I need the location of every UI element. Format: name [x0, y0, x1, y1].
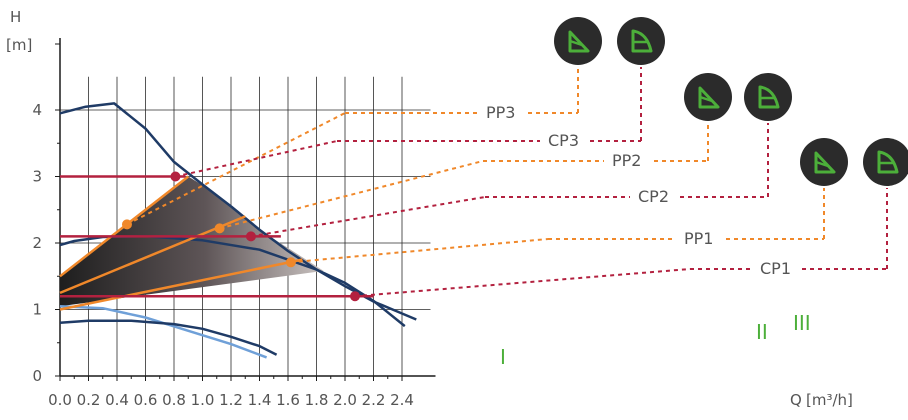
y-tick-label: 2	[32, 234, 42, 252]
callout-label-cp1: CP1	[760, 259, 791, 278]
x-tick-label: 1.4	[248, 391, 272, 409]
x-tick-label: 1.8	[305, 391, 329, 409]
leader-cp2	[250, 196, 486, 238]
x-axis-unit: [m³/h]	[806, 391, 853, 409]
callout-label-pp1: PP1	[684, 229, 713, 248]
y-tick-label: 0	[32, 367, 42, 385]
x-tick-label: 1.6	[276, 391, 300, 409]
callout-label-pp2: PP2	[612, 151, 641, 170]
pp-line-pp1	[59, 258, 303, 311]
operating-area	[60, 176, 324, 307]
x-tick-label: 2.0	[333, 391, 357, 409]
cp-mode-glyph	[877, 150, 899, 174]
cp-mode-icon	[863, 138, 908, 186]
y-tick-label: 3	[32, 168, 42, 186]
marker-pp3	[121, 219, 132, 230]
cp-mode-icon	[617, 17, 665, 65]
pp-mode-icon	[554, 17, 602, 65]
x-tick-label: 0.8	[162, 391, 186, 409]
cp-mode-icon	[744, 73, 792, 121]
x-tick-label: 1.2	[219, 391, 243, 409]
cp-mode-glyph	[631, 29, 653, 53]
leader-pp1	[290, 238, 549, 264]
y-axis-unit: [m]	[6, 36, 32, 54]
leader-pp3	[126, 112, 346, 226]
callout-label-cp2: CP2	[638, 187, 669, 206]
max-curve-I	[59, 319, 278, 356]
x-tick-label: 0.2	[77, 391, 101, 409]
x-tick-label: 0.6	[134, 391, 158, 409]
x-tick-label: 2.2	[362, 391, 386, 409]
pp-mode-glyph-line	[815, 160, 829, 168]
x-tick-label: 0.4	[105, 391, 129, 409]
leader-cp1	[354, 268, 691, 298]
marker-cp2	[245, 231, 256, 242]
cp-mode-glyph	[758, 85, 780, 109]
speed-label-II: II	[756, 320, 768, 344]
marker-pp1	[285, 257, 296, 268]
pp-line-pp2	[59, 215, 246, 295]
x-tick-label: 2.4	[390, 391, 414, 409]
x-tick-label: 1.0	[191, 391, 215, 409]
pp-mode-icon	[684, 73, 732, 121]
callout-label-cp3: CP3	[548, 131, 579, 150]
max-curve-II	[59, 235, 406, 328]
curve-light	[59, 304, 268, 359]
pp-mode-glyph-line	[699, 95, 713, 103]
speed-label-III: III	[793, 311, 811, 335]
marker-cp1	[349, 291, 360, 302]
y-tick-label: 4	[32, 101, 42, 119]
pp-mode-glyph-line	[569, 39, 583, 47]
y-tick-label: 1	[32, 301, 42, 319]
marker-pp2	[214, 223, 225, 234]
x-axis-title: Q	[790, 391, 802, 409]
pp-mode-icon	[800, 138, 848, 186]
callout-label-pp3: PP3	[486, 103, 515, 122]
leader-pp2	[219, 160, 484, 230]
x-tick-label: 0.0	[48, 391, 72, 409]
y-axis-title: H	[10, 8, 21, 26]
speed-label-I: I	[500, 345, 506, 369]
marker-cp3	[170, 171, 181, 182]
leader-cp3	[175, 140, 338, 178]
